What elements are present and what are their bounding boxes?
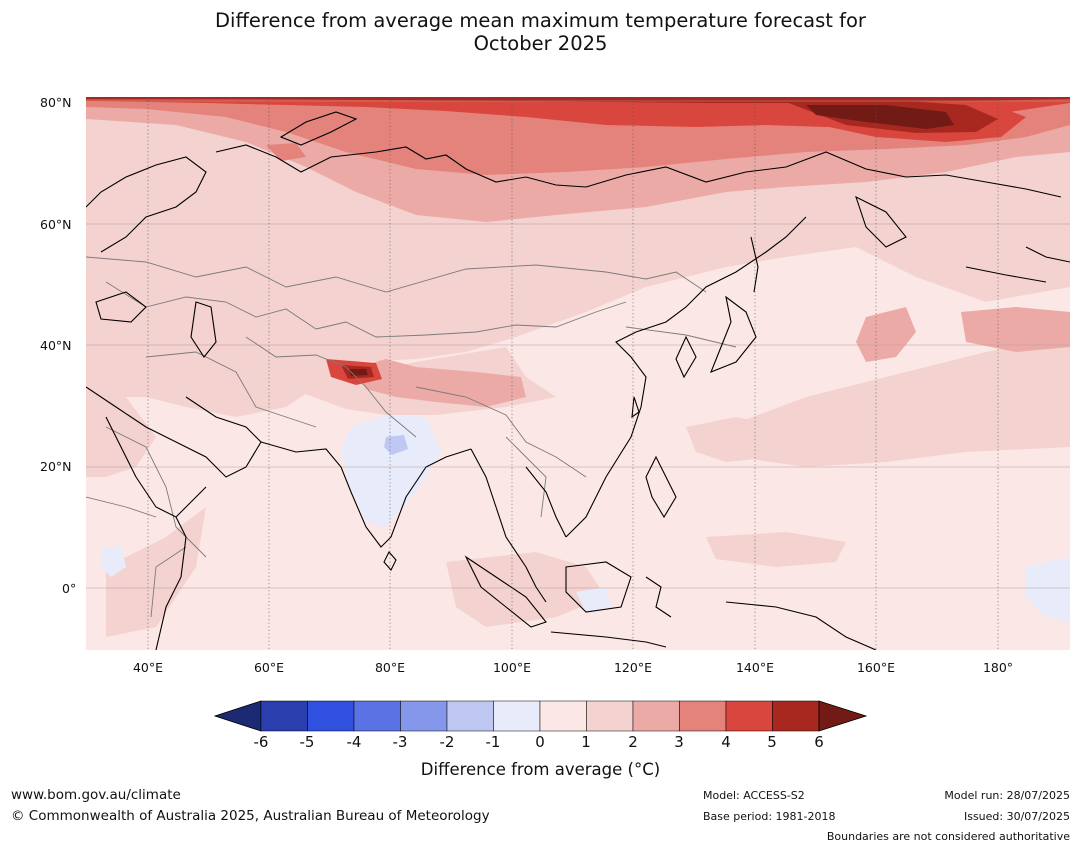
colorbar-swatch-3 (353, 700, 401, 732)
model-name: Model: ACCESS-S2 (703, 789, 805, 802)
lat-label-20n: 20°N (40, 459, 72, 474)
gridlines (86, 100, 1070, 589)
cb-tick-4: 4 (721, 733, 731, 751)
lon-label-40e: 40°E (132, 660, 164, 675)
lon-label-180: 180° (982, 660, 1014, 675)
forecast-map (86, 97, 1070, 650)
colorbar (214, 700, 868, 732)
colorbar-swatch-8 (586, 700, 634, 732)
colorbar-label: Difference from average (°C) (420, 760, 661, 779)
lat-label-60n: 60°N (40, 217, 72, 232)
lat-label-0: 0° (62, 581, 77, 596)
cb-tick-m5: -5 (299, 733, 315, 751)
map-title: Difference from average mean maximum tem… (0, 9, 1081, 55)
meridians (147, 97, 999, 650)
colorbar-swatch-1 (260, 700, 308, 732)
boundaries-disclaimer: Boundaries are not considered authoritat… (826, 830, 1070, 843)
model-run-date: Model run: 28/07/2025 (944, 789, 1070, 802)
lon-label-140e: 140°E (735, 660, 774, 675)
cb-tick-3: 3 (674, 733, 684, 751)
cb-tick-m2: -2 (439, 733, 455, 751)
cb-tick-2: 2 (628, 733, 638, 751)
cb-tick-0: 0 (535, 733, 545, 751)
colorbar-extend-low (214, 700, 262, 732)
cb-tick-m1: -1 (485, 733, 501, 751)
lon-label-160e: 160°E (856, 660, 895, 675)
lat-label-40n: 40°N (40, 338, 72, 353)
lat-label-80n: 80°N (40, 95, 72, 110)
colorbar-swatch-11 (725, 700, 773, 732)
lon-label-120e: 120°E (613, 660, 652, 675)
lon-label-80e: 80°E (374, 660, 406, 675)
colorbar-extend-high (818, 700, 868, 732)
title-line-2: October 2025 (473, 32, 608, 55)
coastlines (86, 111, 1070, 650)
anomaly-0-m1-regions (101, 415, 1070, 622)
cb-tick-1: 1 (581, 733, 591, 751)
issued-date: Issued: 30/07/2025 (963, 810, 1070, 823)
lon-label-60e: 60°E (253, 660, 285, 675)
cb-tick-m3: -3 (392, 733, 408, 751)
colorbar-swatch-12 (772, 700, 820, 732)
colorbar-swatch-5 (446, 700, 494, 732)
colorbar-swatch-4 (400, 700, 448, 732)
website-link[interactable]: www.bom.gov.au/climate (11, 787, 181, 803)
lon-label-100e: 100°E (492, 660, 531, 675)
title-line-1: Difference from average mean maximum tem… (215, 9, 866, 32)
cb-tick-m4: -4 (346, 733, 362, 751)
colorbar-swatch-9 (632, 700, 680, 732)
cb-tick-6: 6 (814, 733, 824, 751)
copyright-text: © Commonwealth of Australia 2025, Austra… (11, 808, 490, 824)
cb-tick-5: 5 (767, 733, 777, 751)
cb-tick-m6: -6 (253, 733, 269, 751)
base-period: Base period: 1981-2018 (703, 810, 836, 823)
colorbar-swatch-2 (307, 700, 355, 732)
colorbar-swatch-10 (679, 700, 727, 732)
colorbar-swatch-7 (539, 700, 587, 732)
colorbar-swatch-6 (493, 700, 541, 732)
